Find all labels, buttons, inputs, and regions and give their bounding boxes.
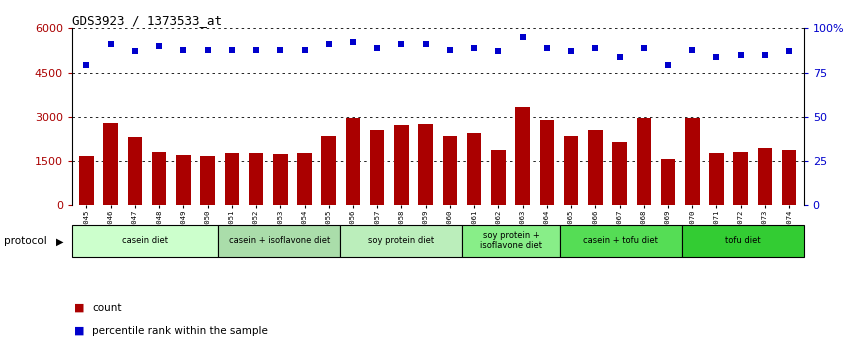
Bar [340, 225, 462, 257]
Point [758, 52, 772, 58]
Point [564, 48, 578, 54]
Text: percentile rank within the sample: percentile rank within the sample [92, 326, 268, 336]
Bar [492, 150, 506, 205]
Bar [540, 120, 554, 205]
Bar [394, 125, 409, 205]
Bar [176, 155, 190, 205]
Bar [346, 118, 360, 205]
Bar [72, 225, 218, 257]
Bar [782, 150, 796, 205]
Bar [152, 152, 167, 205]
Bar [321, 136, 336, 205]
Bar [297, 153, 312, 205]
Text: count: count [92, 303, 122, 313]
Text: ▶: ▶ [56, 236, 63, 246]
Bar [273, 154, 288, 205]
Bar [442, 136, 457, 205]
Text: soy protein +
isoflavone diet: soy protein + isoflavone diet [480, 231, 542, 250]
Point [80, 63, 93, 68]
Bar [128, 137, 142, 205]
Point [783, 48, 796, 54]
Text: casein diet: casein diet [122, 236, 168, 245]
Bar [467, 133, 481, 205]
Text: protocol: protocol [4, 236, 47, 246]
Point [467, 45, 481, 51]
Text: ■: ■ [74, 303, 84, 313]
Bar [563, 136, 579, 205]
Text: ■: ■ [74, 326, 84, 336]
Point [613, 54, 626, 59]
Text: casein + tofu diet: casein + tofu diet [583, 236, 658, 245]
Point [516, 34, 530, 40]
Point [419, 41, 432, 47]
Point [225, 47, 239, 52]
Bar [560, 225, 682, 257]
Point [685, 47, 699, 52]
Bar [201, 156, 215, 205]
Point [152, 43, 166, 49]
Point [637, 45, 651, 51]
Bar [218, 225, 340, 257]
Bar [419, 124, 433, 205]
Bar [685, 118, 700, 205]
Bar [636, 118, 651, 205]
Point [540, 45, 553, 51]
Text: casein + isoflavone diet: casein + isoflavone diet [228, 236, 330, 245]
Bar [709, 153, 723, 205]
Point [734, 52, 748, 58]
Bar [249, 153, 263, 205]
Point [395, 41, 409, 47]
Text: GDS3923 / 1373533_at: GDS3923 / 1373533_at [72, 14, 222, 27]
Bar [613, 142, 627, 205]
Bar [103, 123, 118, 205]
Bar [80, 156, 94, 205]
Bar [733, 152, 748, 205]
Bar [682, 225, 804, 257]
Text: tofu diet: tofu diet [725, 236, 761, 245]
Point [443, 47, 457, 52]
Bar [758, 148, 772, 205]
Point [298, 47, 311, 52]
Bar [462, 225, 560, 257]
Point [492, 48, 505, 54]
Point [662, 63, 675, 68]
Point [371, 45, 384, 51]
Point [273, 47, 287, 52]
Point [177, 47, 190, 52]
Text: soy protein diet: soy protein diet [368, 236, 434, 245]
Bar [224, 153, 239, 205]
Point [589, 45, 602, 51]
Point [104, 41, 118, 47]
Bar [588, 130, 602, 205]
Point [128, 48, 141, 54]
Bar [515, 107, 530, 205]
Point [710, 54, 723, 59]
Point [322, 41, 336, 47]
Point [346, 40, 360, 45]
Bar [370, 130, 384, 205]
Point [250, 47, 263, 52]
Bar [661, 159, 675, 205]
Point [201, 47, 214, 52]
